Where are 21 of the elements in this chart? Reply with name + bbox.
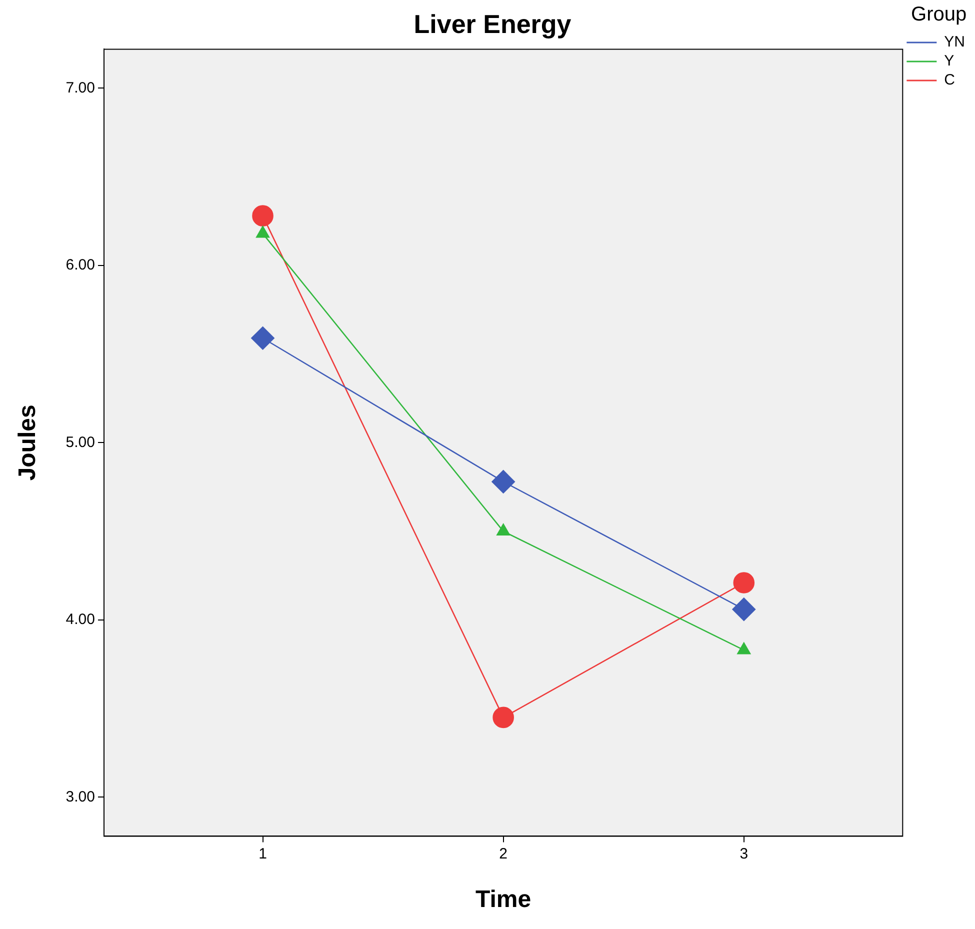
y-axis-title: Joules (14, 404, 42, 481)
legend-label: C (944, 72, 956, 89)
legend-title: Group (911, 4, 967, 26)
y-tick-label: 5.00 (66, 434, 95, 451)
legend-label: Y (944, 52, 954, 70)
point (492, 470, 515, 494)
x-tick-label: 1 (258, 845, 267, 862)
y-tick-label: 3.00 (66, 788, 95, 806)
y-tick-label: 6.00 (66, 256, 95, 274)
x-tick-label: 3 (740, 845, 748, 862)
y-tick-label: 7.00 (66, 79, 95, 96)
legend-label: YN (944, 34, 966, 51)
point (252, 205, 274, 226)
y-tick-label: 4.00 (66, 611, 95, 628)
x-tick-label: 2 (499, 845, 508, 862)
chart-title: Liver Energy (414, 8, 572, 39)
x-axis-title: Time (476, 886, 532, 914)
point (492, 706, 514, 728)
point (732, 598, 756, 621)
point (733, 572, 755, 594)
point (251, 326, 274, 350)
